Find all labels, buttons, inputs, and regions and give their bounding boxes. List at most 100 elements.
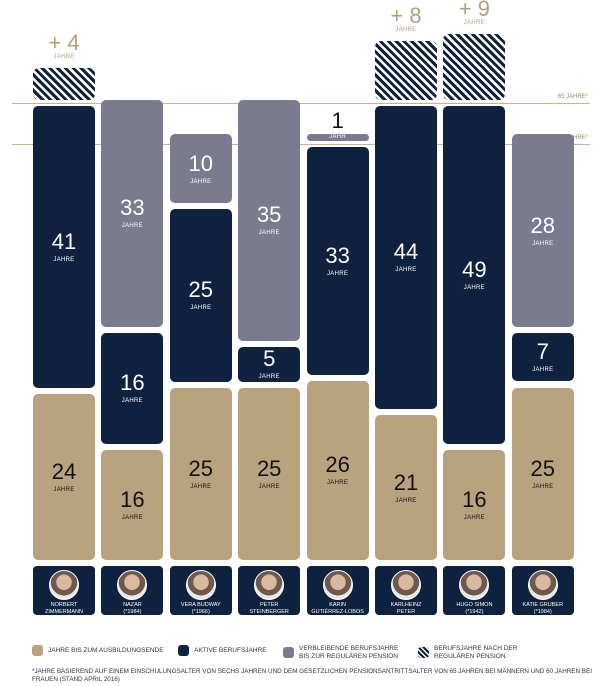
legend-item: VERBLEIBENDE BERUFSJAHRE BIS ZUR REGULÄRE… bbox=[283, 645, 398, 660]
person-card: KARIN GUTIÉRREZ-LOBOS (*1957) bbox=[306, 566, 369, 621]
value-label: 7 bbox=[536, 339, 549, 365]
bar-segment-remaining: 35 JAHRE bbox=[238, 99, 301, 341]
value-label: 35 bbox=[256, 202, 282, 228]
extra-value: + 8 bbox=[390, 2, 422, 28]
person-name: HUGO SIMON bbox=[456, 602, 493, 608]
bar-segment-remaining: 10 JAHRE bbox=[169, 134, 232, 203]
value-label: 44 bbox=[393, 239, 419, 265]
value-unit: JAHRE bbox=[532, 367, 554, 374]
bar-segment-remaining: JAHR bbox=[306, 134, 369, 141]
value-unit: JAHRE bbox=[53, 256, 75, 263]
person-photo bbox=[117, 570, 148, 600]
reference-line-65 bbox=[12, 103, 590, 104]
bar-segment-education: 26 JAHRE bbox=[306, 380, 369, 560]
value-label: 1 bbox=[331, 108, 344, 133]
value-label: 25 bbox=[530, 455, 556, 481]
value-label: 25 bbox=[188, 455, 214, 481]
bar-segment-education: 25 JAHRE bbox=[511, 387, 574, 560]
person-card: KATIE GRUBER (*1984) bbox=[511, 566, 574, 615]
value-unit: JAHRE bbox=[463, 514, 485, 521]
person-card: NORBERT ZIMMERMANN (*1947) bbox=[33, 566, 95, 621]
person-card: KARLHEINZ PETER (*1943) bbox=[375, 566, 437, 621]
person-card: VERA BUDWAY (*1966) bbox=[169, 566, 232, 615]
person-name: PETER STEINBERGER bbox=[249, 602, 289, 615]
bar-segment-education: 16 JAHRE bbox=[101, 449, 164, 560]
person-card: PETER STEINBERGER (*1986) bbox=[238, 566, 301, 621]
legend-swatch bbox=[32, 645, 43, 656]
person-name: NAZAR bbox=[123, 602, 142, 608]
value-unit: JAHRE bbox=[463, 284, 485, 291]
bar-segment-active: 16 JAHRE bbox=[101, 333, 164, 444]
extra-value: + 9 bbox=[458, 0, 490, 21]
value-label: 49 bbox=[462, 256, 487, 282]
bar-segment-active: 5 JAHRE bbox=[238, 346, 301, 382]
person-photo bbox=[527, 570, 558, 600]
value-unit: JAHRE bbox=[190, 178, 212, 185]
value-label: 33 bbox=[325, 242, 350, 268]
person-name: NORBERT ZIMMERMANN bbox=[45, 602, 83, 615]
person-birth-year: (*1943) bbox=[396, 615, 416, 621]
legend-label: BERUFSJAHRE NACH DER REGULÄREN PENSION bbox=[434, 645, 518, 660]
person-photo bbox=[391, 570, 421, 600]
value-unit: JAHRE bbox=[121, 398, 143, 405]
person-birth-year: (*1966) bbox=[191, 608, 210, 615]
bar-segment-active: 33 JAHRE bbox=[306, 146, 369, 375]
bar-segment-active: 25 JAHRE bbox=[169, 209, 232, 382]
person-photo bbox=[254, 570, 285, 600]
value-label: 5 bbox=[263, 346, 276, 372]
value-label: 33 bbox=[120, 195, 145, 221]
value-unit: JAHRE bbox=[190, 305, 212, 312]
person-birth-year: (*1986) bbox=[260, 615, 279, 621]
value-unit: JAHRE bbox=[258, 230, 280, 237]
bar-segment-post-retirement bbox=[33, 68, 95, 100]
extra-years-label: + 9 JAHRE bbox=[443, 0, 505, 26]
footnote: *JAHRE BASIEREND AUF EINEM EINSCHULUNGSA… bbox=[32, 668, 592, 683]
person-birth-year: (*1942) bbox=[465, 608, 484, 615]
value-label: 25 bbox=[256, 455, 282, 481]
person-birth-year: (*1957) bbox=[328, 615, 347, 621]
extra-years-label: + 8 JAHRE bbox=[375, 2, 437, 33]
legend-label: VERBLEIBENDE BERUFSJAHRE BIS ZUR REGULÄRE… bbox=[299, 645, 399, 660]
person-photo bbox=[322, 570, 353, 600]
bar-segment-education: 16 JAHRE bbox=[443, 449, 506, 560]
legend-item: JAHRE BIS ZUM AUSBILDUNGSENDE bbox=[32, 645, 164, 656]
extra-unit: JAHRE bbox=[395, 26, 417, 33]
person-birth-year: (*1947) bbox=[54, 615, 74, 621]
value-unit: JAHRE bbox=[53, 487, 75, 494]
person-name: KATIE GRUBER bbox=[522, 602, 564, 608]
legend-swatch bbox=[178, 645, 189, 656]
bar-segment-education: 21 JAHRE bbox=[375, 415, 437, 560]
person-name: KARIN GUTIÉRREZ-LOBOS bbox=[311, 602, 364, 615]
person-card: HUGO SIMON (*1942) bbox=[443, 566, 506, 615]
reference-label-65: 65 JAHRE* bbox=[557, 94, 588, 100]
person-name: VERA BUDWAY bbox=[180, 602, 221, 608]
legend-swatch bbox=[283, 647, 294, 658]
extra-unit: JAHRE bbox=[463, 19, 485, 26]
legend-label: JAHRE BIS ZUM AUSBILDUNGSENDE bbox=[48, 646, 164, 654]
value-unit: JAHRE bbox=[532, 483, 554, 490]
value-label: 16 bbox=[120, 486, 145, 512]
value-unit: JAHRE bbox=[190, 483, 212, 490]
reference-line-60 bbox=[12, 144, 590, 145]
value-unit: JAHRE bbox=[327, 270, 349, 277]
value-unit: JAHRE bbox=[532, 240, 554, 247]
bar-segment-active: 7 JAHRE bbox=[511, 333, 574, 382]
person-card: NAZAR (*1984) bbox=[101, 566, 164, 615]
bar-segment-education: 24 JAHRE bbox=[33, 394, 95, 560]
value-unit: JAHRE bbox=[258, 483, 280, 490]
value-label: 25 bbox=[188, 277, 214, 303]
value-unit: JAHRE bbox=[121, 223, 143, 230]
value-unit: JAHRE bbox=[327, 480, 349, 487]
value-unit: JAHRE bbox=[121, 514, 143, 521]
bar-segment-active: 41 JAHRE bbox=[33, 105, 95, 389]
legend-item: AKTIVE BERUFSJAHRE bbox=[178, 645, 267, 656]
extra-years-label: + 4 JAHRE bbox=[33, 32, 95, 61]
bar-segment-post-retirement bbox=[375, 40, 437, 100]
value-label: 41 bbox=[51, 228, 77, 254]
value-label: 16 bbox=[462, 486, 487, 512]
legend-swatch bbox=[418, 647, 429, 658]
person-name: KARLHEINZ PETER bbox=[390, 602, 422, 615]
bar-segment-remaining: 33 JAHRE bbox=[101, 99, 164, 328]
legend-label: AKTIVE BERUFSJAHRE bbox=[194, 646, 267, 654]
value-unit: JAHR bbox=[329, 134, 347, 141]
